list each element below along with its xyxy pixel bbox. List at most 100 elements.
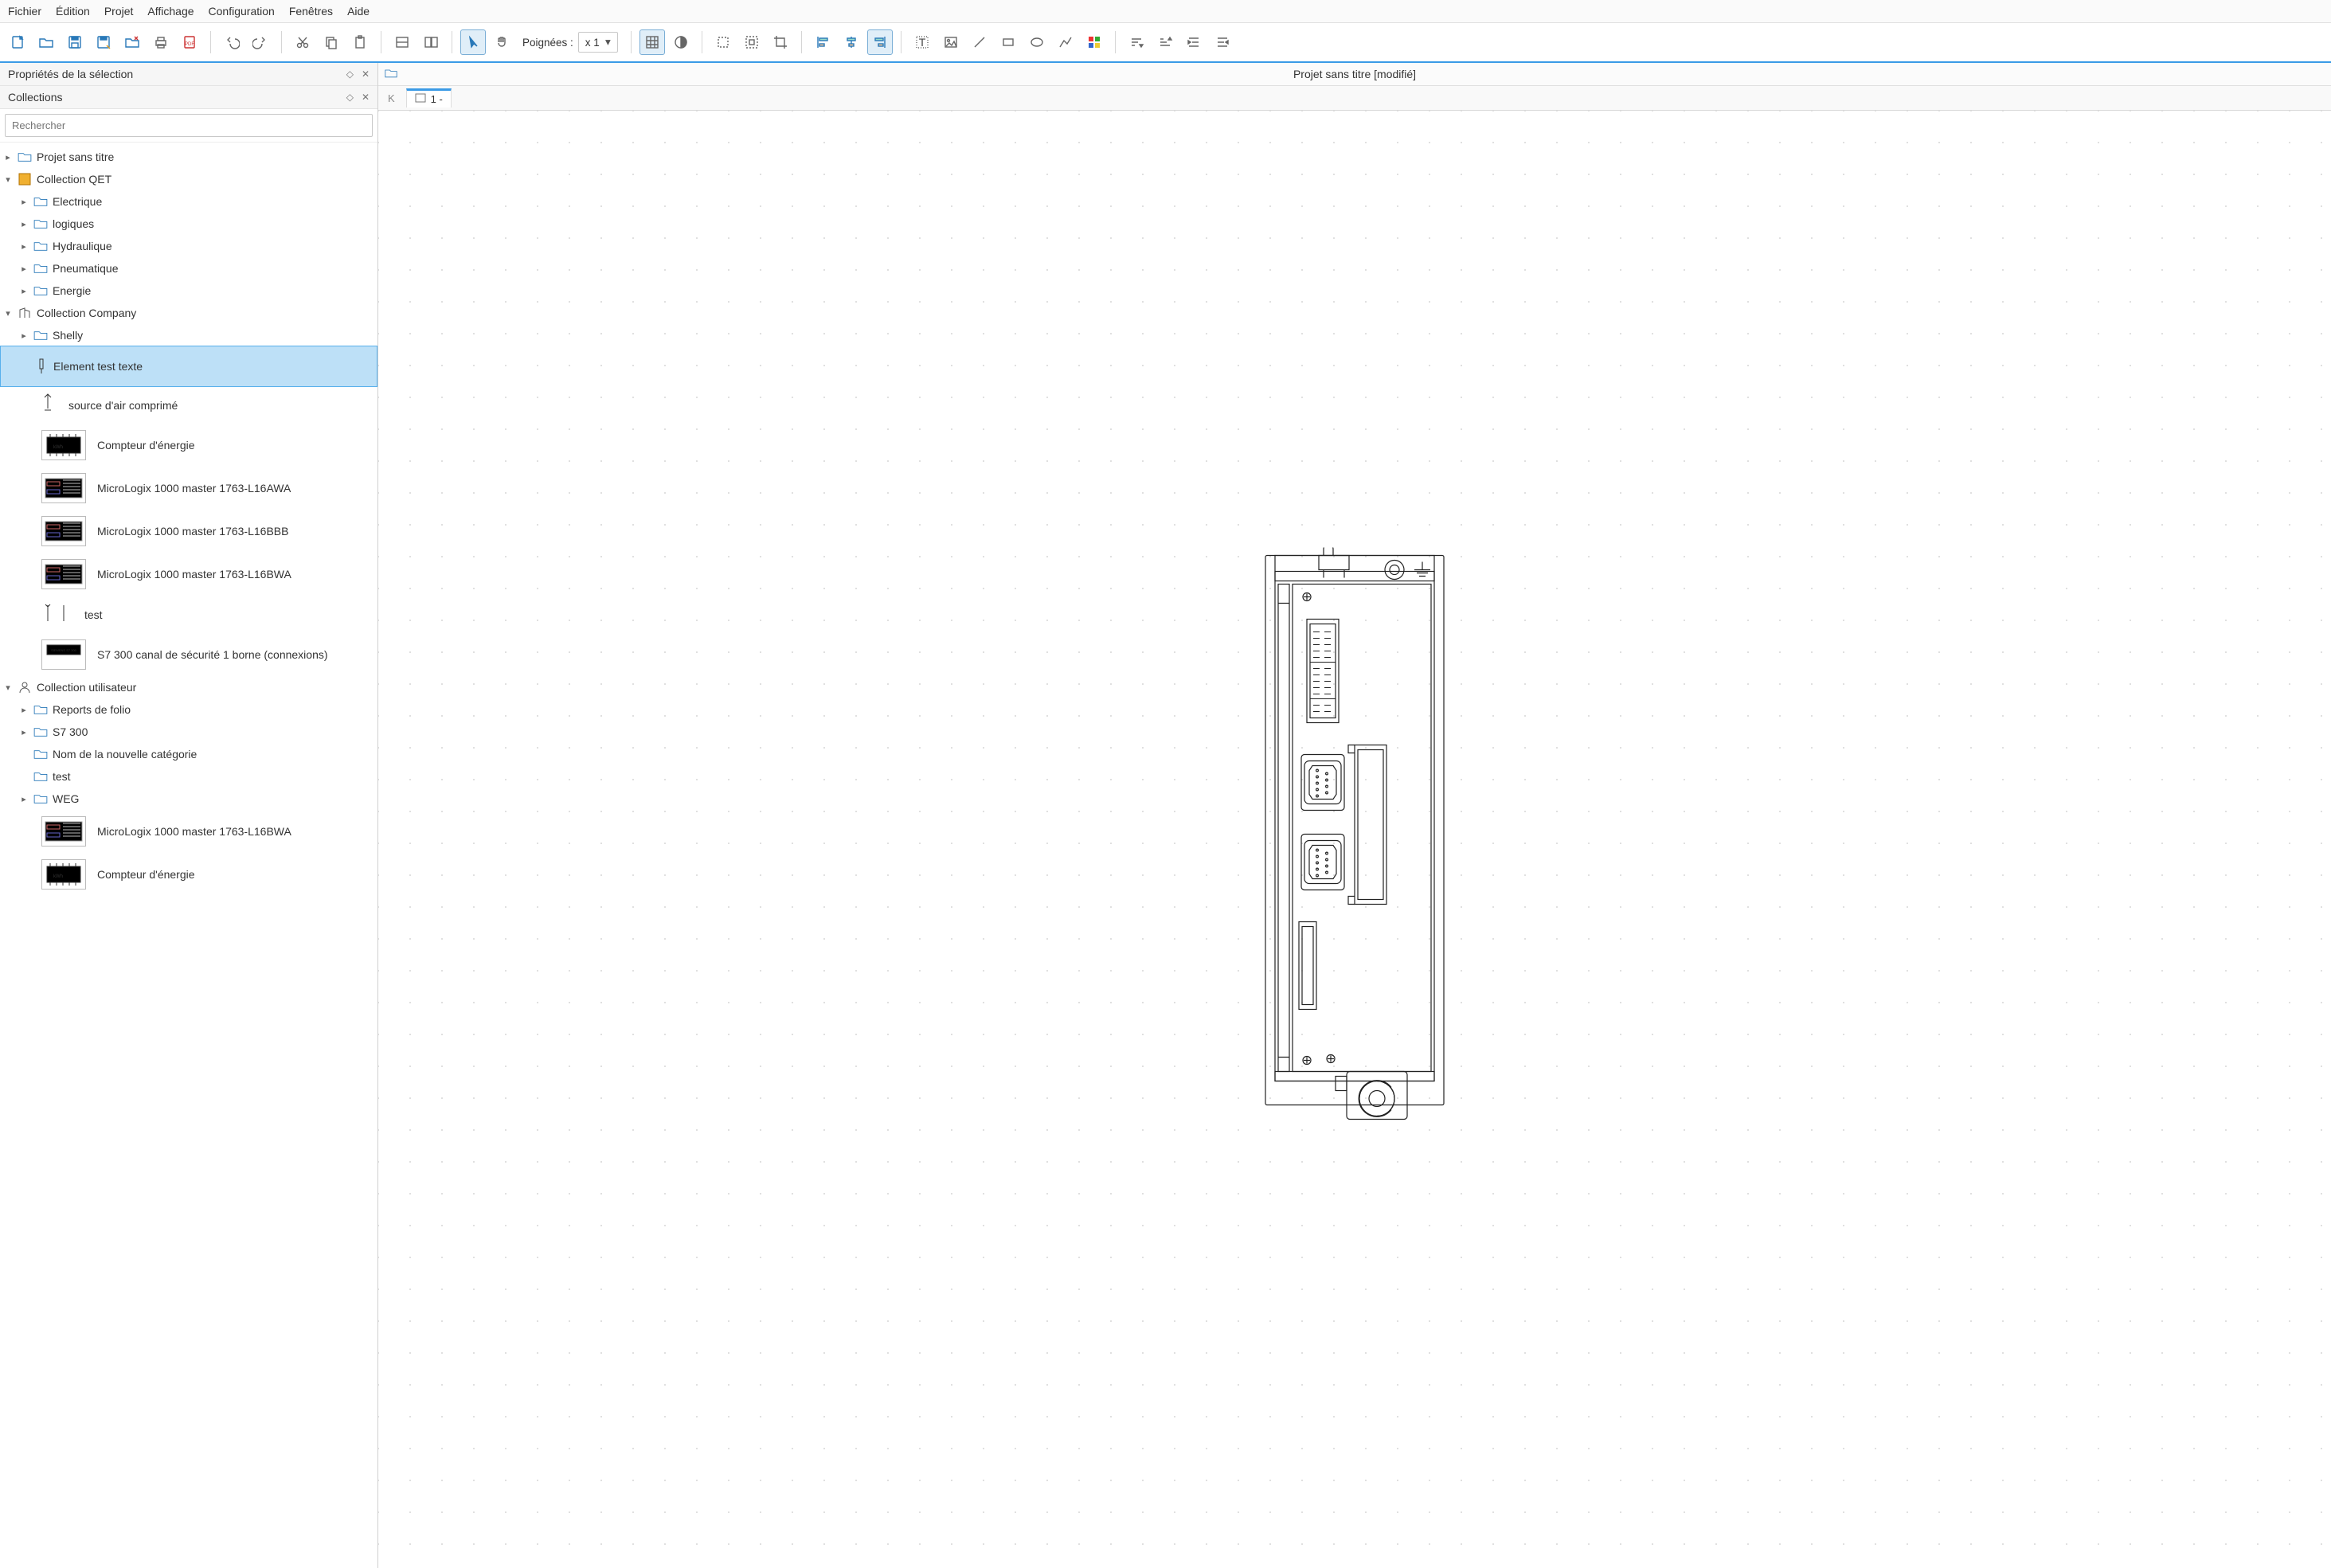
save-as-icon[interactable]	[91, 29, 116, 55]
indent-icon[interactable]	[1181, 29, 1207, 55]
tree-item-element-test[interactable]: Element test texte	[0, 346, 377, 387]
grid-toggle-icon[interactable]	[639, 29, 665, 55]
chevron-right-icon[interactable]: ▸	[19, 727, 29, 737]
open-folder-icon[interactable]	[33, 29, 59, 55]
menu-file[interactable]: Fichier	[8, 5, 41, 18]
tree-item-ml-bbb[interactable]: MicroLogix 1000 master 1763-L16BBB	[0, 510, 377, 553]
tool-b-icon[interactable]	[418, 29, 444, 55]
left-panel: Propriétés de la sélection ◇ ✕ Collectio…	[0, 63, 378, 1568]
menu-config[interactable]: Configuration	[209, 5, 275, 18]
tree-item-electrique[interactable]: ▸ Electrique	[0, 190, 377, 213]
align-left-icon[interactable]	[810, 29, 835, 55]
chevron-right-icon[interactable]: ▸	[19, 241, 29, 252]
tree-item-test2[interactable]: test	[0, 765, 377, 788]
tree-item-project[interactable]: ▸ Projet sans titre	[0, 146, 377, 168]
new-file-icon[interactable]	[5, 29, 30, 55]
contrast-icon[interactable]	[668, 29, 694, 55]
collections-tree[interactable]: ▸ Projet sans titre ▾ Collection QET ▸ E…	[0, 143, 377, 1568]
align-center-icon[interactable]	[839, 29, 864, 55]
search-input[interactable]	[5, 114, 373, 137]
detach-icon[interactable]: ◇	[346, 68, 354, 80]
tree-item-s7[interactable]: ▸ S7 300	[0, 721, 377, 743]
tree-item-energie[interactable]: ▸ Energie	[0, 280, 377, 302]
canvas-viewport[interactable]	[378, 111, 2331, 1568]
cut-icon[interactable]	[290, 29, 315, 55]
ellipse-tool-icon[interactable]	[1024, 29, 1050, 55]
pointer-icon[interactable]	[460, 29, 486, 55]
menu-bar: Fichier Édition Projet Affichage Configu…	[0, 0, 2331, 23]
detach-icon[interactable]: ◇	[346, 92, 354, 103]
chevron-down-icon[interactable]: ▾	[3, 174, 13, 185]
menu-project[interactable]: Projet	[104, 5, 134, 18]
poignees-value: x 1	[585, 37, 600, 49]
sort-asc-icon[interactable]	[1124, 29, 1149, 55]
chevron-right-icon[interactable]: ▸	[19, 286, 29, 296]
select-rect-icon[interactable]	[710, 29, 736, 55]
tree-item-ml-bwa[interactable]: MicroLogix 1000 master 1763-L16BWA	[0, 553, 377, 596]
select-all-icon[interactable]	[739, 29, 765, 55]
tree-item-ml-bwa2[interactable]: MicroLogix 1000 master 1763-L16BWA	[0, 810, 377, 853]
align-right-icon[interactable]	[867, 29, 893, 55]
polyline-tool-icon[interactable]	[1053, 29, 1078, 55]
save-icon[interactable]	[62, 29, 88, 55]
element-thumb: kWh	[41, 859, 86, 890]
menu-view[interactable]: Affichage	[147, 5, 194, 18]
redo-icon[interactable]	[248, 29, 273, 55]
tool-a-icon[interactable]	[389, 29, 415, 55]
tree-item-qet[interactable]: ▾ Collection QET	[0, 168, 377, 190]
tree-item-user[interactable]: ▾ Collection utilisateur	[0, 676, 377, 698]
menu-windows[interactable]: Fenêtres	[289, 5, 333, 18]
tree-item-pneumatique[interactable]: ▸ Pneumatique	[0, 257, 377, 280]
chevron-right-icon[interactable]: ▸	[19, 264, 29, 274]
sort-desc-icon[interactable]	[1152, 29, 1178, 55]
document-titlebar: Projet sans titre [modifié]	[378, 63, 2331, 86]
tree-item-s7300[interactable]: SIEMENS S7 300 S7 300 canal de sécurité …	[0, 633, 377, 676]
tree-item-logiques[interactable]: ▸ logiques	[0, 213, 377, 235]
tree-item-hydraulique[interactable]: ▸ Hydraulique	[0, 235, 377, 257]
chevron-right-icon[interactable]: ▸	[19, 197, 29, 207]
close-icon[interactable]: ✕	[362, 68, 370, 80]
folio-tab[interactable]: 1 -	[406, 88, 452, 108]
copy-icon[interactable]	[319, 29, 344, 55]
menu-help[interactable]: Aide	[347, 5, 370, 18]
undo-icon[interactable]	[219, 29, 244, 55]
tree-label: test	[84, 608, 103, 621]
chevron-right-icon[interactable]: ▸	[19, 794, 29, 804]
chevron-right-icon[interactable]: ▸	[3, 152, 13, 162]
hand-icon[interactable]	[489, 29, 514, 55]
tree-item-weg[interactable]: ▸ WEG	[0, 788, 377, 810]
tree-item-nouvelle[interactable]: Nom de la nouvelle catégorie	[0, 743, 377, 765]
tree-item-ml-awa[interactable]: MicroLogix 1000 master 1763-L16AWA	[0, 467, 377, 510]
rect-tool-icon[interactable]	[995, 29, 1021, 55]
chevron-down-icon[interactable]: ▾	[3, 682, 13, 693]
tree-label: S7 300 canal de sécurité 1 borne (connex…	[97, 648, 328, 661]
crop-icon[interactable]	[768, 29, 793, 55]
tree-item-compteur2[interactable]: kWh Compteur d'énergie	[0, 853, 377, 896]
device-drawing[interactable]	[1251, 548, 1458, 1132]
export-pdf-icon[interactable]: PDF	[177, 29, 202, 55]
tree-item-compteur1[interactable]: kWh Compteur d'énergie	[0, 424, 377, 467]
close-file-icon[interactable]	[119, 29, 145, 55]
tree-item-company[interactable]: ▾ Collection Company	[0, 302, 377, 324]
line-tool-icon[interactable]	[967, 29, 992, 55]
tree-item-test1[interactable]: test	[0, 596, 377, 633]
tree-item-shelly[interactable]: ▸ Shelly	[0, 324, 377, 346]
color-tool-icon[interactable]	[1081, 29, 1107, 55]
tree-item-reports[interactable]: ▸ Reports de folio	[0, 698, 377, 721]
print-icon[interactable]	[148, 29, 174, 55]
outdent-icon[interactable]	[1210, 29, 1235, 55]
document-folder-icon[interactable]	[385, 68, 397, 81]
poignees-select[interactable]: x 1 ▾	[578, 32, 618, 53]
chevron-down-icon[interactable]: ▾	[3, 308, 13, 319]
menu-edit[interactable]: Édition	[56, 5, 90, 18]
tree-item-air[interactable]: source d'air comprimé	[0, 386, 377, 424]
chevron-right-icon[interactable]: ▸	[19, 330, 29, 341]
close-icon[interactable]: ✕	[362, 92, 370, 103]
text-tool-icon[interactable]: T	[909, 29, 935, 55]
chevron-right-icon[interactable]: ▸	[19, 705, 29, 715]
image-tool-icon[interactable]	[938, 29, 964, 55]
paste-icon[interactable]	[347, 29, 373, 55]
tab-first-icon[interactable]: K	[385, 92, 398, 104]
user-icon	[18, 681, 32, 694]
chevron-right-icon[interactable]: ▸	[19, 219, 29, 229]
